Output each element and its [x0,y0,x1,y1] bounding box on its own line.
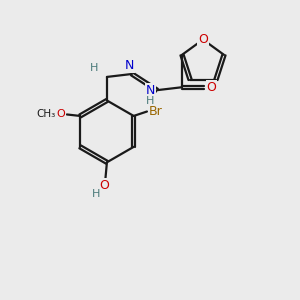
Text: O: O [206,81,216,94]
Text: N: N [124,59,134,72]
Text: Br: Br [149,105,163,118]
Text: O: O [99,179,109,192]
Text: N: N [146,84,155,97]
Text: H: H [90,63,99,73]
Text: H: H [146,96,155,106]
Text: H: H [92,189,100,199]
Text: CH₃: CH₃ [36,110,55,119]
Text: O: O [198,33,208,46]
Text: O: O [56,110,65,119]
